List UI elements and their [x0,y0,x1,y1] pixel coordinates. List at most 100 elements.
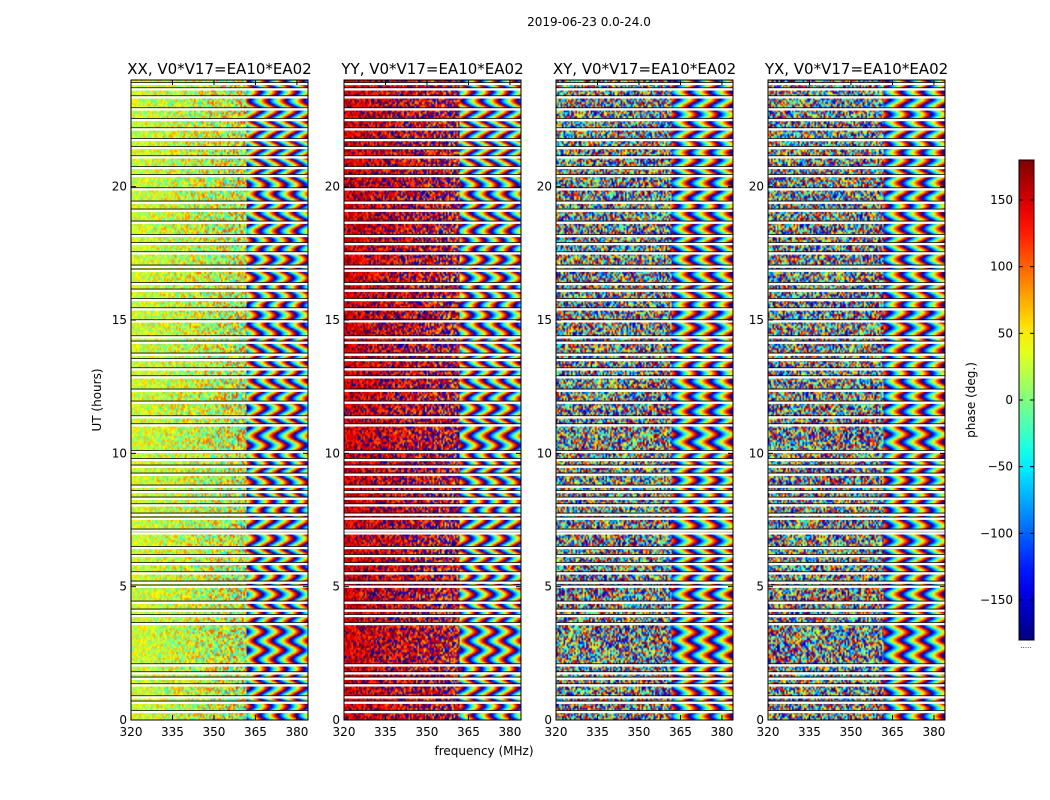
x-tick-label: 380 [710,725,733,739]
y-axis-label: UT (hours) [90,368,104,431]
data-gap-white [131,368,308,371]
data-gap-white [131,389,308,392]
data-gap-white [768,368,945,371]
data-gap-white [768,458,945,462]
data-gap-white [344,513,521,516]
y-tick-label: 5 [756,580,764,594]
data-gap-white [556,562,733,566]
data-gap-white [344,82,521,86]
data-gap-white [556,188,733,191]
data-gap-white [131,614,308,618]
data-gap-white [768,465,945,468]
data-gap-white [344,581,521,584]
data-gap-white [556,282,733,286]
colorbar-tick-label: 150 [990,193,1013,207]
data-gap-white [768,450,945,454]
x-tick-label: 350 [628,725,651,739]
y-tick-label: 0 [332,713,340,727]
data-gap-white [556,96,733,99]
data-gap-white [344,289,521,292]
data-gap-white [768,146,945,150]
y-tick-label: 10 [749,446,764,460]
data-gap-white [768,341,945,344]
data-gap-white [768,614,945,618]
data-gap-white [131,376,308,379]
x-axis-label: frequency (MHz) [434,744,533,758]
data-gap-white [344,677,521,680]
data-gap-white [131,532,308,535]
heatmap-image [344,80,521,720]
data-gap-white [131,485,308,488]
data-gap-white [344,308,521,311]
data-gap-white [768,424,945,427]
data-gap-white [344,601,521,604]
y-tick-label: 10 [537,446,552,460]
data-gap-white [344,554,521,558]
data-gap-white [556,289,733,292]
data-gap-white [768,174,945,178]
data-gap-white [768,118,945,122]
data-gap-white [344,376,521,379]
data-gap-white [768,710,945,714]
data-gap-white [344,701,521,704]
data-gap-white [556,166,733,170]
data-gap-white [556,358,733,362]
data-gap-white [344,336,521,339]
y-tick-label: 20 [537,180,552,194]
data-gap-white [556,672,733,675]
data-gap-white [344,684,521,687]
x-tick-label: 380 [285,725,308,739]
y-tick-label: 15 [537,313,552,327]
x-tick-label: 365 [881,725,904,739]
data-gap-white [556,252,733,255]
data-gap-white [768,320,945,323]
data-gap-white [768,622,945,626]
data-gap-white [556,424,733,427]
data-gap-white [344,473,521,476]
y-tick-label: 10 [112,446,127,460]
panel-1: 320 335 350 365 380 0 5 10 15 20 YY, V0*V17=EA10*E… [325,60,524,739]
x-tick-label: 380 [922,725,945,739]
data-gap-white [768,517,945,520]
data-gap-white [344,585,521,588]
data-gap-white [131,269,308,272]
data-gap-white [131,546,308,550]
data-gap-white [344,166,521,170]
data-gap-white [556,298,733,302]
data-gap-white [131,252,308,255]
colorbar-tick-label: 0 [1005,393,1013,407]
data-gap-white [131,416,308,419]
data-gap-white [131,504,308,507]
data-gap-white [131,128,308,131]
data-gap-white [768,585,945,588]
colorbar-tick-label: −150 [980,593,1013,607]
data-gap-white [344,485,521,488]
data-gap-white [344,188,521,191]
data-gap-white [556,529,733,532]
data-gap-white [768,242,945,246]
data-gap-white [344,146,521,150]
data-gap-white [768,289,945,292]
data-gap-white [556,265,733,268]
y-tick-label: 5 [544,580,552,594]
data-gap-white [131,265,308,268]
data-gap-white [131,298,308,302]
data-gap-white [556,269,733,272]
data-gap-white [768,485,945,488]
data-gap-white [556,201,733,204]
data-gap-white [344,118,521,122]
data-gap-white [131,353,308,356]
data-gap-white [768,529,945,532]
data-gap-white [131,108,308,111]
panel-0: 320 335 350 365 380 0 5 10 15 20 XX, V0*V17=EA10*E… [112,60,312,739]
axes-frame [130,79,309,721]
data-gap-white [768,562,945,566]
data-gap-white [768,269,945,272]
y-tick-label: 20 [325,180,340,194]
data-gap-white [768,504,945,507]
data-gap-white [556,581,733,584]
data-gap-white [131,517,308,520]
data-gap-white [768,513,945,516]
data-gap-white [556,221,733,224]
data-gap-white [344,128,521,131]
